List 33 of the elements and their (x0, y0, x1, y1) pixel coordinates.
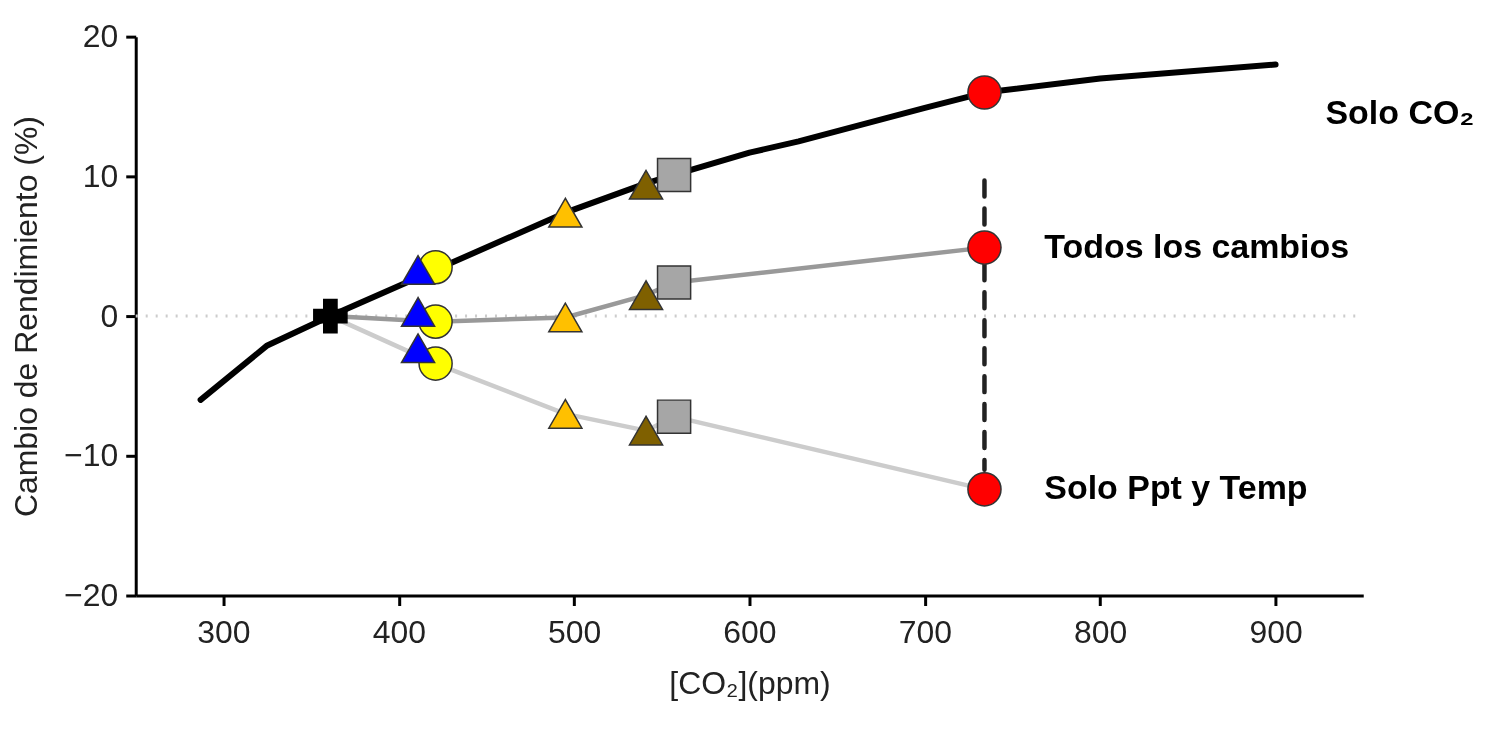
y-tick-label: 10 (82, 157, 119, 194)
x-tick-label: 900 (1249, 613, 1303, 650)
point (313, 298, 348, 334)
point (548, 398, 583, 429)
point (628, 169, 664, 200)
x-tick-label: 600 (723, 613, 777, 650)
y-tick-label: −10 (64, 437, 119, 474)
x-tick-label: 800 (1074, 613, 1128, 650)
point (628, 280, 664, 311)
x-tick-label: 300 (197, 613, 251, 650)
y-axis-title: Cambio de Rendimiento (%) (8, 116, 45, 518)
point (967, 75, 1002, 110)
point (548, 302, 583, 333)
series-label: Solo Ppt y Temp (1044, 468, 1308, 507)
x-tick-label: 500 (547, 613, 602, 650)
series-label: Todos los cambios (1044, 226, 1350, 265)
point (967, 472, 1002, 507)
point (400, 296, 436, 327)
point (400, 333, 436, 364)
y-tick-label: 20 (82, 18, 119, 55)
point (656, 157, 692, 193)
point (656, 399, 692, 434)
y-tick-label: −20 (64, 576, 119, 613)
y-tick-label: 0 (100, 297, 119, 334)
x-axis-title: [CO₂](ppm) (669, 664, 831, 701)
x-tick-label: 700 (898, 613, 952, 650)
point (400, 254, 436, 286)
series-label: Solo CO₂ (1325, 93, 1475, 132)
point (628, 415, 664, 446)
point (967, 230, 1002, 265)
x-tick-label: 400 (372, 613, 426, 650)
point (656, 265, 692, 300)
point (548, 197, 583, 228)
